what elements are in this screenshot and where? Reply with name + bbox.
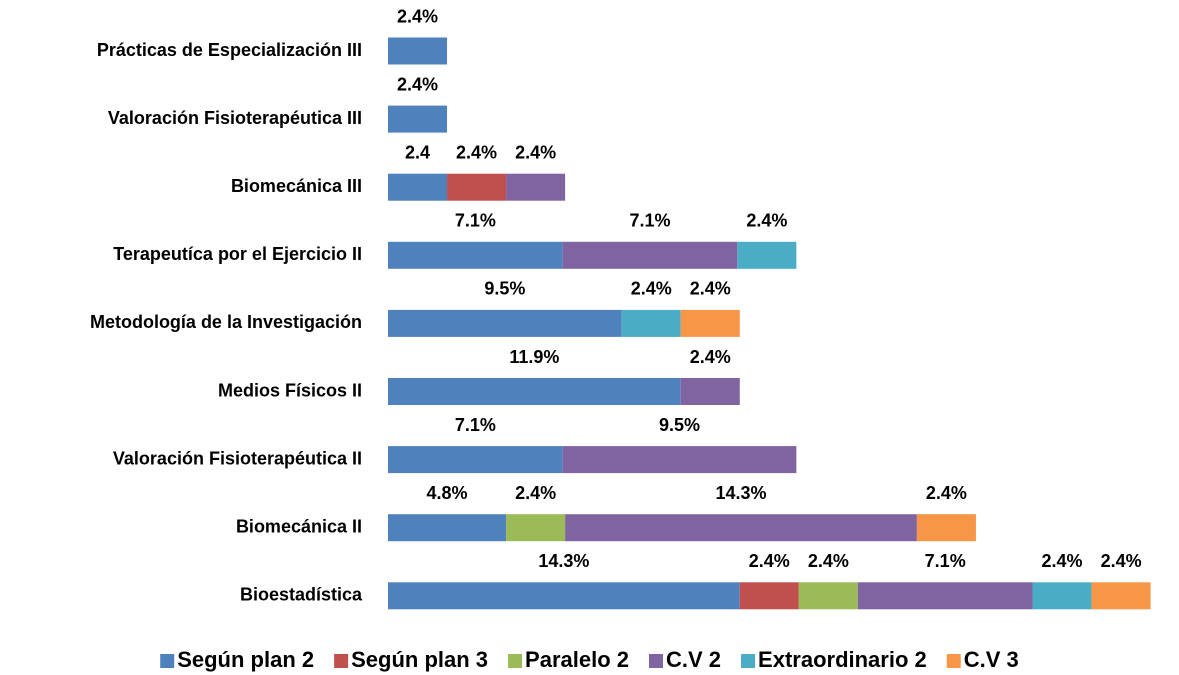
value-label: 2.4% [926,483,967,503]
bar-segment [388,241,563,269]
bar-segment [737,241,797,269]
bar-segment [388,582,740,610]
value-label: 2.4% [1042,551,1083,571]
value-label: 9.5% [659,415,700,435]
value-label: 2.4 [405,142,430,162]
value-label: 11.9% [509,347,559,367]
bar-segment [506,173,566,201]
value-label: 9.5% [484,279,525,299]
legend-label: C.V 3 [964,647,1019,672]
category-label: Terapeutíca por el Ejercicio II [113,244,362,264]
legend-label: Según plan 2 [177,647,314,672]
bar-segment [562,446,797,474]
category-label: Prácticas de Especialización III [97,40,362,60]
legend-label: Extraordinario 2 [758,647,927,672]
value-label: 14.3% [538,551,589,571]
value-label: 2.4% [515,142,556,162]
category-label: Metodología de la Investigación [90,312,362,332]
legend-swatch [508,654,523,668]
legend-label: C.V 2 [666,647,721,672]
legend-swatch [649,654,664,668]
legend-swatch [741,654,756,668]
value-label: 2.4% [631,279,672,299]
category-label: Biomecánica III [231,176,362,196]
legend-label: Según plan 3 [351,647,488,672]
bar-segment [388,37,448,65]
bar-segment [388,514,507,542]
legend-swatch [334,654,349,668]
value-label: 2.4% [1101,551,1142,571]
category-label: Valoración Fisioterapéutica III [108,108,362,128]
value-label: 7.1% [925,551,966,571]
bar-segment [739,582,799,610]
value-label: 7.1% [455,211,496,231]
legend-swatch [946,654,961,668]
bar-segment [621,309,681,337]
bar-segment [565,514,917,542]
bar-segment [388,378,681,405]
legend-label: Paralelo 2 [525,647,629,672]
bar-segment [798,582,858,610]
bar-segment [447,173,507,201]
value-label: 2.4% [690,347,731,367]
value-label: 2.4% [397,74,438,94]
value-label: 2.4% [808,551,849,571]
value-label: 7.1% [455,415,496,435]
bar-segment [680,378,740,405]
bar-segment [388,309,622,337]
legend-swatch [160,654,175,668]
value-label: 2.4% [456,142,497,162]
category-label: Bioestadística [240,585,363,605]
value-label: 2.4% [515,483,556,503]
bar-segment [1091,582,1151,610]
bar-segment [388,105,448,133]
bar-segment [388,446,563,474]
value-label: 2.4% [690,279,731,299]
bar-segment [857,582,1033,610]
bar-segment [680,309,740,337]
category-label: Medios Físicos II [218,380,362,400]
category-label: Biomecánica II [236,516,362,536]
value-label: 2.4% [397,6,438,26]
value-label: 2.4% [746,211,787,231]
value-label: 4.8% [427,483,468,503]
value-label: 7.1% [629,211,670,231]
bar-segment [562,241,738,269]
bar-segment [388,173,448,201]
value-label: 14.3% [715,483,766,503]
category-label: Valoración Fisioterapéutica II [113,448,362,468]
bar-segment [506,514,566,542]
value-label: 2.4% [749,551,790,571]
bar-segment [1032,582,1092,610]
bar-segment [916,514,976,542]
